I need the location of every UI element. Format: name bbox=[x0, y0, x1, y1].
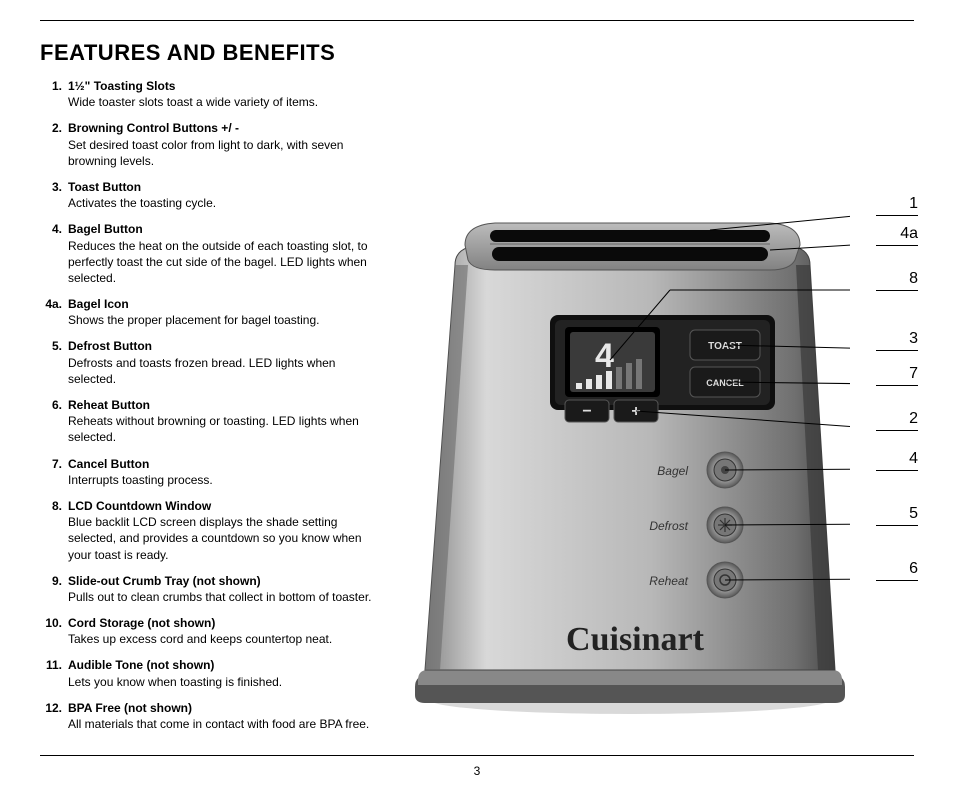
callout-7: 7 bbox=[878, 365, 918, 383]
lcd-digit: 4 bbox=[595, 337, 614, 375]
feature-list: 1.1½" Toasting Slots Wide toaster slots t… bbox=[40, 78, 380, 742]
feature-item: 8.LCD Countdown Window Blue backlit LCD s… bbox=[40, 498, 380, 563]
page-heading: FEATURES AND BENEFITS bbox=[40, 40, 335, 66]
feature-item: 11.Audible Tone (not shown) Lets you know… bbox=[40, 657, 380, 689]
top-rule bbox=[40, 20, 914, 21]
bottom-rule bbox=[40, 755, 914, 756]
svg-text:TOAST: TOAST bbox=[708, 341, 742, 352]
feature-item: 2.Browning Control Buttons +/ - Set desir… bbox=[40, 120, 380, 169]
feature-title: Defrost Button bbox=[68, 339, 152, 353]
feature-title: Audible Tone (not shown) bbox=[68, 658, 214, 672]
feature-title: 1½" Toasting Slots bbox=[68, 79, 175, 93]
feature-title: BPA Free (not shown) bbox=[68, 701, 192, 715]
svg-text:−: − bbox=[582, 403, 591, 420]
feature-item: 3.Toast Button Activates the toasting cyc… bbox=[40, 179, 380, 211]
callout-1: 1 bbox=[878, 195, 918, 213]
toaster-illustration: 4 − + TOAST CANCEL bbox=[410, 205, 850, 715]
feature-number: 9. bbox=[40, 573, 68, 605]
feature-number: 3. bbox=[40, 179, 68, 211]
page-number: 3 bbox=[0, 764, 954, 778]
callout-8: 8 bbox=[878, 270, 918, 288]
feature-title: Bagel Button bbox=[68, 222, 143, 236]
feature-number: 4. bbox=[40, 221, 68, 286]
callout-3: 3 bbox=[878, 330, 918, 348]
feature-title: LCD Countdown Window bbox=[68, 499, 211, 513]
feature-desc: Defrosts and toasts frozen bread. LED li… bbox=[68, 356, 335, 386]
feature-desc: Interrupts toasting process. bbox=[68, 473, 213, 487]
feature-item: 5.Defrost Button Defrosts and toasts froz… bbox=[40, 338, 380, 387]
feature-number: 12. bbox=[40, 700, 68, 732]
feature-desc: Blue backlit LCD screen displays the sha… bbox=[68, 515, 362, 561]
feature-number: 8. bbox=[40, 498, 68, 563]
feature-desc: Wide toaster slots toast a wide variety … bbox=[68, 95, 318, 109]
feature-title: Slide-out Crumb Tray (not shown) bbox=[68, 574, 261, 588]
feature-desc: All materials that come in contact with … bbox=[68, 717, 369, 731]
svg-text:Bagel: Bagel bbox=[657, 464, 688, 478]
feature-title: Bagel Icon bbox=[68, 297, 129, 311]
feature-desc: Takes up excess cord and keeps counterto… bbox=[68, 632, 332, 646]
svg-text:Reheat: Reheat bbox=[649, 574, 688, 588]
feature-number: 11. bbox=[40, 657, 68, 689]
feature-desc: Lets you know when toasting is finished. bbox=[68, 675, 282, 689]
callout-2: 2 bbox=[878, 410, 918, 428]
feature-item: 10.Cord Storage (not shown) Takes up exce… bbox=[40, 615, 380, 647]
feature-desc: Reheats without browning or toasting. LE… bbox=[68, 414, 359, 444]
feature-item: 6.Reheat Button Reheats without browning … bbox=[40, 397, 380, 446]
feature-number: 5. bbox=[40, 338, 68, 387]
feature-number: 1. bbox=[40, 78, 68, 110]
callout-4a: 4a bbox=[878, 225, 918, 243]
feature-item: 9.Slide-out Crumb Tray (not shown) Pulls … bbox=[40, 573, 380, 605]
feature-item: 7.Cancel Button Interrupts toasting proce… bbox=[40, 456, 380, 488]
feature-number: 2. bbox=[40, 120, 68, 169]
callout-numbers: 1 4a 8 3 7 2 4 5 6 bbox=[838, 195, 918, 725]
feature-number: 4a. bbox=[40, 296, 68, 328]
feature-item: 4a.Bagel Icon Shows the proper placement … bbox=[40, 296, 380, 328]
feature-number: 10. bbox=[40, 615, 68, 647]
feature-item: 4.Bagel Button Reduces the heat on the ou… bbox=[40, 221, 380, 286]
feature-title: Reheat Button bbox=[68, 398, 150, 412]
svg-text:CANCEL: CANCEL bbox=[706, 378, 744, 388]
feature-item: 1.1½" Toasting Slots Wide toaster slots t… bbox=[40, 78, 380, 110]
callout-5: 5 bbox=[878, 505, 918, 523]
svg-text:Defrost: Defrost bbox=[649, 519, 688, 533]
feature-title: Browning Control Buttons +/ - bbox=[68, 121, 239, 135]
callout-4: 4 bbox=[878, 450, 918, 468]
feature-title: Cord Storage (not shown) bbox=[68, 616, 215, 630]
svg-text:Cuisinart: Cuisinart bbox=[566, 621, 705, 658]
callout-6: 6 bbox=[878, 560, 918, 578]
feature-desc: Set desired toast color from light to da… bbox=[68, 138, 343, 168]
feature-desc: Reduces the heat on the outside of each … bbox=[68, 239, 368, 285]
feature-desc: Activates the toasting cycle. bbox=[68, 196, 216, 210]
feature-number: 6. bbox=[40, 397, 68, 446]
feature-number: 7. bbox=[40, 456, 68, 488]
feature-desc: Pulls out to clean crumbs that collect i… bbox=[68, 590, 372, 604]
feature-title: Cancel Button bbox=[68, 457, 149, 471]
feature-item: 12.BPA Free (not shown) All materials tha… bbox=[40, 700, 380, 732]
feature-title: Toast Button bbox=[68, 180, 141, 194]
feature-desc: Shows the proper placement for bagel toa… bbox=[68, 313, 319, 327]
product-figure: 4 − + TOAST CANCEL bbox=[400, 195, 870, 725]
